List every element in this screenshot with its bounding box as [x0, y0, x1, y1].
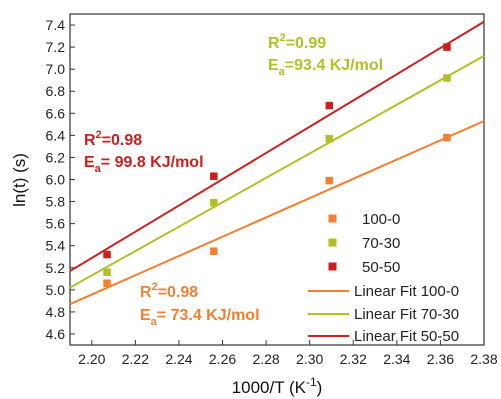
- point-70-30-3: [443, 74, 451, 82]
- data-points: [103, 43, 451, 287]
- x-axis-title-main: 1000/T (K: [232, 378, 307, 397]
- y-tick-label-2: 5.0: [46, 282, 66, 298]
- annotation-100-0-ea: Ea= 73.4 KJ/mol: [140, 307, 260, 328]
- annotation-70-30-r2-value: =0.99: [286, 35, 327, 52]
- y-tick-label-6: 5.8: [46, 194, 66, 210]
- annotation-50-50-r2: R2=0.98: [84, 129, 142, 149]
- x-tick-label-4: 2.28: [252, 351, 279, 367]
- annotation-70-30-ea: Ea=93.4 KJ/mol: [268, 57, 383, 78]
- legend-marker-100-0: [328, 214, 337, 223]
- y-tick-label-3: 5.2: [46, 260, 66, 276]
- legend-label-fit-70-30: Linear Fit 70-30: [354, 306, 459, 323]
- point-50-50-3: [443, 43, 451, 51]
- annotation-100-0-r2: R2=0.98: [140, 281, 198, 301]
- annotation-50-50-ea-symbol: E: [84, 154, 95, 171]
- legend-label-50-50: 50-50: [362, 259, 400, 276]
- point-50-50-0: [103, 250, 111, 259]
- annotation-50-50: R2=0.98 Ea= 99.8 KJ/mol: [84, 129, 204, 175]
- x-tick-label-3: 2.26: [209, 351, 236, 367]
- annotation-100-0-r2-sup: 2: [152, 281, 158, 293]
- legend: 100-0 70-30 50-50 Linear Fit 100-0 Linea…: [308, 211, 459, 345]
- annotation-70-30-r2: R2=0.99: [268, 32, 326, 52]
- x-tick-label-9: 2.38: [470, 351, 497, 367]
- legend-marker-50-50: [328, 262, 337, 271]
- y-tick-label-9: 6.4: [46, 127, 66, 143]
- x-tick-label-6: 2.32: [340, 351, 367, 367]
- y-tick-label-10: 6.6: [46, 105, 66, 121]
- point-100-0-3: [443, 133, 451, 142]
- annotation-70-30-ea-symbol: E: [268, 57, 279, 74]
- x-axis-title-end: ): [317, 378, 323, 397]
- y-tick-label-14: 7.4: [46, 17, 66, 33]
- x-tick-label-8: 2.36: [427, 351, 454, 367]
- legend-marker-70-30: [328, 238, 337, 247]
- legend-label-100-0: 100-0: [362, 211, 400, 228]
- point-100-0-1: [210, 247, 218, 255]
- y-axis-title: ln(t) (s): [10, 153, 29, 207]
- x-tick-label-0: 2.20: [78, 351, 105, 367]
- legend-label-fit-50-50: Linear Fit 50-50: [354, 328, 459, 345]
- point-70-30-2: [325, 134, 334, 143]
- x-tick-label-5: 2.30: [296, 351, 323, 367]
- y-tick-label-11: 6.8: [46, 83, 66, 99]
- fit-line-50-50: [69, 20, 485, 272]
- y-tick-label-13: 7.2: [46, 39, 66, 55]
- annotation-70-30-ea-sub: a: [279, 66, 286, 78]
- point-50-50-2: [325, 101, 334, 110]
- y-tick-label-4: 5.4: [46, 238, 66, 254]
- annotation-50-50-r2-sup: 2: [96, 129, 102, 141]
- annotation-50-50-ea-sub: a: [95, 163, 102, 175]
- annotation-50-50-r2-value: =0.98: [102, 132, 143, 149]
- annotation-100-0-ea-sub: a: [151, 316, 158, 328]
- x-tick-label-7: 2.34: [383, 351, 410, 367]
- legend-label-70-30: 70-30: [362, 235, 400, 252]
- annotation-100-0-r2-symbol: R: [140, 284, 152, 301]
- annotation-50-50-r2-symbol: R: [84, 132, 96, 149]
- point-70-30-0: [103, 268, 111, 276]
- annotation-100-0-ea-value: = 73.4 KJ/mol: [157, 307, 260, 324]
- fit-line-100-0: [69, 120, 485, 306]
- point-50-50-1: [210, 172, 218, 180]
- annotation-70-30-r2-symbol: R: [268, 35, 280, 52]
- annotation-70-30: R2=0.99 Ea=93.4 KJ/mol: [268, 32, 383, 78]
- point-70-30-1: [210, 198, 218, 207]
- point-100-0-2: [325, 176, 334, 185]
- y-tick-label-1: 4.8: [46, 304, 66, 320]
- x-axis-title: 1000/T (K-1): [232, 375, 323, 397]
- annotation-100-0-r2-value: =0.98: [158, 284, 199, 301]
- annotation-50-50-ea-value: = 99.8 KJ/mol: [101, 154, 204, 171]
- point-100-0-0: [103, 279, 111, 287]
- x-tick-label-2: 2.24: [165, 351, 192, 367]
- annotation-70-30-ea-value: =93.4 KJ/mol: [285, 57, 383, 74]
- x-axis-title-sup: -1: [306, 375, 317, 389]
- axis-ticks: 2.20 2.22 2.24 2.26 2.28 2.30 2.32 2.34 2.36 2.38…: [46, 17, 498, 367]
- x-tick-label-1: 2.22: [122, 351, 149, 367]
- y-tick-label-5: 5.6: [46, 216, 66, 232]
- annotation-100-0-ea-symbol: E: [140, 307, 151, 324]
- annotation-70-30-r2-sup: 2: [280, 32, 286, 44]
- y-tick-label-0: 4.6: [46, 326, 66, 342]
- y-tick-label-12: 7.0: [46, 61, 66, 77]
- legend-label-fit-100-0: Linear Fit 100-0: [354, 283, 459, 300]
- fit-line-70-30: [69, 55, 485, 289]
- y-tick-label-7: 6.0: [46, 172, 66, 188]
- annotation-50-50-ea: Ea= 99.8 KJ/mol: [84, 154, 204, 175]
- fit-lines: [69, 20, 485, 306]
- annotation-100-0: R2=0.98 Ea= 73.4 KJ/mol: [140, 281, 260, 328]
- y-tick-label-8: 6.2: [46, 149, 66, 165]
